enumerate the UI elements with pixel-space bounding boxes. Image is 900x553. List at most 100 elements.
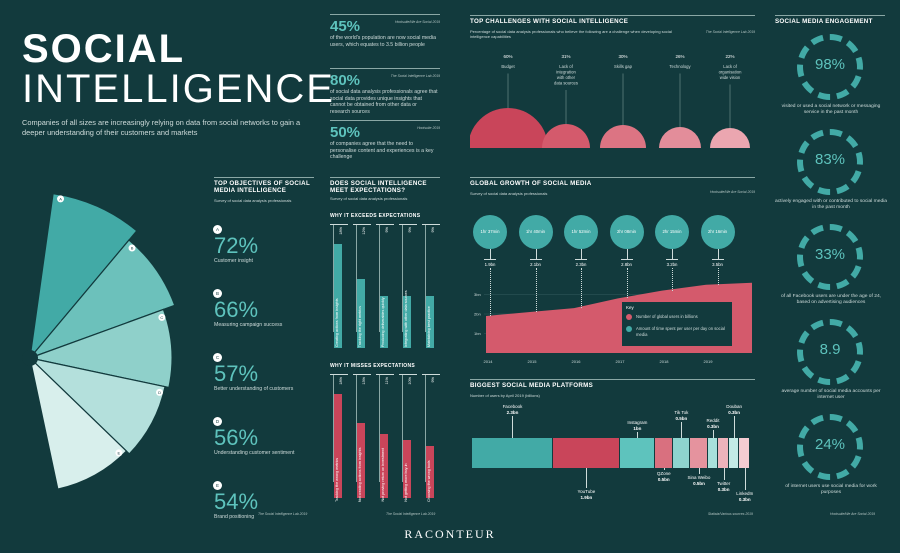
bar-value: 12%	[362, 227, 366, 235]
legend-box: Key Number of global users in billions Amo…	[622, 302, 732, 346]
objective-value: 66%	[214, 297, 259, 322]
stat-value: 45%	[330, 18, 361, 35]
bar-cap	[422, 374, 440, 375]
bar	[334, 244, 342, 348]
platform-value: 0.3bn	[738, 497, 751, 502]
bar-guide	[425, 375, 426, 482]
bar-guide	[333, 375, 334, 482]
bar-value: 10%	[408, 377, 412, 385]
platforms-title: BIGGEST SOCIAL MEDIA PLATFORMS	[470, 382, 594, 389]
engagement-text: of all Facebook users are under the age …	[780, 294, 882, 306]
bar-value: 18%	[339, 377, 343, 385]
stat-text: of social data analysis professionals ag…	[330, 89, 438, 115]
time-bubble: 2hr 15min	[655, 215, 689, 249]
objective-label: Brand positioning	[214, 514, 255, 520]
bar-cap	[399, 224, 417, 225]
objective-label: Customer insight	[214, 258, 253, 264]
challenge-label: integration	[556, 70, 576, 75]
user-count-label: 2.8bn	[621, 262, 632, 267]
fan-key-label: B	[131, 246, 134, 251]
fan-key-dot	[156, 388, 164, 396]
bar-guide	[356, 225, 357, 332]
bar-label: Producing deliverables quickly	[381, 297, 385, 347]
engagement-text: of internet users use social media for w…	[785, 484, 877, 496]
title-line-1: SOCIAL	[22, 27, 186, 71]
bubble-stem	[490, 249, 491, 259]
user-count-label: 3.2bn	[666, 262, 678, 267]
platform-value: 1bn	[633, 426, 642, 431]
objective-label: Better understanding of customers	[214, 386, 294, 392]
bar-label: Creating actions from insights	[335, 298, 339, 347]
drop-line	[535, 268, 537, 313]
objectives-title: TOP OBJECTIVES OF SOCIAL MEDIA INTELLIGE…	[214, 180, 310, 194]
platform-name: Douban	[726, 404, 743, 409]
time-bubble: 1hr 40min	[518, 215, 553, 249]
bar-guide	[333, 225, 334, 332]
bar	[403, 296, 411, 348]
engagement-text: actively engaged with or contributed to …	[775, 199, 888, 211]
bar	[380, 434, 388, 498]
growth-title: GLOBAL GROWTH OF SOCIAL MEDIA	[470, 180, 592, 187]
engagement-value: 8.9	[819, 341, 841, 358]
platform-bar	[552, 438, 619, 468]
bar-guide	[379, 225, 380, 332]
objective-label: Measuring campaign success	[214, 322, 283, 328]
platform-leader	[734, 416, 736, 438]
legend-title: Key	[626, 305, 634, 310]
bar-label: Choosing the wrong tools	[427, 460, 431, 502]
platform-name: LinkedIn	[736, 491, 754, 496]
platform-value: 0.5bn	[693, 481, 705, 486]
objective-value: 72%	[214, 233, 259, 258]
drop-line	[490, 268, 491, 316]
objectives-subtitle: Survey of social data analysis professio…	[214, 198, 292, 203]
fan-slice	[29, 356, 128, 490]
challenges-source: The Social Intelligence Lab 2019	[705, 30, 755, 34]
challenge-label: Lack of	[559, 64, 573, 69]
platform-leader	[663, 468, 665, 470]
engagement-value: 33%	[814, 246, 846, 263]
platform-leader	[586, 468, 588, 488]
bubble-base	[620, 259, 633, 260]
bar-guide	[379, 375, 380, 482]
objectives-header: TOP OBJECTIVES OF SOCIAL MEDIA INTELLIGE…	[214, 177, 314, 203]
growth-chart: 3bn 2bn 1bn 2014 2015 2016 2017 2018 2019 1hr 37m…	[470, 205, 760, 370]
engagement-value: 98%	[814, 56, 846, 73]
user-count-label: 3.5bn	[712, 262, 723, 267]
expectations-subtitle: Survey of social data analysis professio…	[330, 196, 408, 201]
y-tick: 1bn	[474, 331, 481, 336]
challenge-pct: 60%	[503, 54, 512, 59]
fan-slice	[29, 192, 138, 360]
expectations-title: DOES SOCIAL INTELLIGENCE MEET EXPECTATIO…	[330, 180, 427, 194]
bubble-stem	[672, 249, 673, 259]
stat-rule	[330, 68, 440, 69]
objective-value: 56%	[214, 425, 259, 450]
title-line-2: INTELLIGENCE	[22, 67, 335, 111]
x-tick: 2019	[704, 359, 714, 364]
bar-label: Not creating actions from insights	[358, 447, 362, 502]
time-bubble: 1hr 37min	[473, 215, 507, 249]
challenge-label: wide vision	[720, 75, 741, 80]
legend-users: Number of global users in billions	[636, 314, 698, 319]
bar-guide	[402, 225, 403, 332]
platform-name: Sina Weibo	[687, 475, 711, 480]
x-tick: 2016	[572, 359, 582, 364]
fan-key-label: A	[59, 196, 62, 201]
platform-leader	[681, 422, 683, 438]
bar	[426, 296, 434, 348]
challenge-label: Technology	[669, 64, 691, 69]
time-bubble: 1hr 52min	[564, 215, 598, 249]
platform-name: Tik Tok	[674, 410, 689, 415]
bar-label: Tracking the right metrics	[358, 305, 362, 347]
platform-value: 0.3bn	[707, 424, 719, 429]
platform-leader	[698, 468, 700, 474]
platforms-header: BIGGEST SOCIAL MEDIA PLATFORMS Number of…	[470, 379, 755, 398]
x-tick: 2015	[528, 359, 538, 364]
exceeds-chart: 18% Creating actions from insights 12% Trac…	[330, 224, 445, 349]
engagement-list: 98% visited or used a social network or m…	[775, 32, 887, 512]
bar	[380, 296, 388, 348]
stat-value: 50%	[330, 124, 361, 141]
challenge-label: with other	[557, 75, 576, 80]
legend-swatch-users	[626, 314, 632, 320]
engagement-donut: 83%	[797, 129, 863, 195]
